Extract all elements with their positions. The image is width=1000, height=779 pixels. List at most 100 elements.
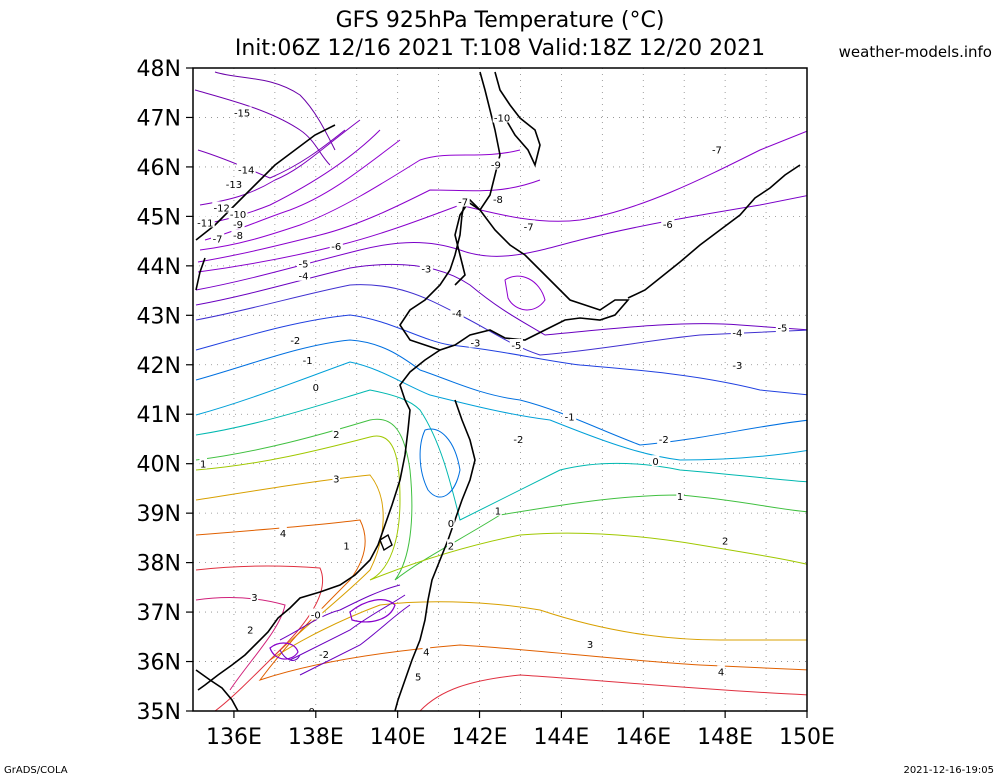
contour-label-bg	[422, 645, 431, 657]
cold-pocket-contour-2	[269, 642, 299, 660]
contour-label-bg	[342, 539, 351, 551]
contour-label: -6	[663, 220, 673, 231]
contour-label: -3	[732, 361, 742, 372]
contour-label: 0	[448, 519, 454, 530]
contour-label-bg	[232, 106, 252, 118]
contour-label-bg	[509, 338, 523, 350]
contour-label: -7	[213, 235, 223, 246]
lon-tick-label: 144E	[533, 725, 589, 750]
temperature-contours	[194, 71, 807, 711]
contour-1	[195, 418, 807, 581]
contour-label: -3	[470, 339, 480, 350]
chart-subtitle: Init:06Z 12/16 2021 T:108 Valid:18Z 12/2…	[234, 36, 766, 61]
contour-label-bg	[651, 455, 660, 467]
contour-label: 1	[343, 541, 349, 552]
contour-label-bg	[447, 539, 455, 551]
contour-label: 4	[280, 529, 286, 540]
contour-4	[195, 519, 807, 681]
contour-label-bg	[246, 623, 255, 635]
lat-tick-label: 46N	[137, 156, 181, 181]
contour-label: 2	[247, 625, 253, 636]
contour-label-bg	[309, 608, 323, 620]
contour-label: -7	[712, 146, 722, 157]
hokkaido-coast	[399, 198, 630, 351]
lon-tick-label: 142E	[452, 725, 508, 750]
contour-label: 3	[333, 475, 339, 486]
contour-minus-3	[195, 314, 807, 396]
contour-label: 2	[722, 536, 728, 547]
contour-label: -6	[331, 242, 341, 253]
contour-label-bg	[730, 326, 745, 338]
contour-label-bg	[195, 216, 215, 228]
contour-label-bg	[332, 472, 341, 484]
contour-label-bg	[419, 262, 433, 274]
contour-minus-11	[199, 129, 381, 226]
lon-tick-label: 138E	[288, 725, 344, 750]
lat-tick-label: 44N	[137, 255, 181, 280]
contour-label-bg	[492, 111, 512, 123]
shikoku-kyushu-coast	[195, 669, 239, 711]
lat-tick-label: 45N	[137, 205, 181, 230]
contour-0	[195, 389, 807, 521]
contour-label: 0	[313, 383, 319, 394]
lat-tick-label: 48N	[137, 57, 181, 82]
contour-minus-15	[214, 71, 336, 151]
contour-label-bg	[586, 638, 594, 650]
contour-label-bg	[212, 201, 232, 213]
contour-minus-14	[194, 89, 331, 166]
contour-label-bg	[199, 457, 208, 469]
sado-island	[379, 533, 393, 552]
contour-label: -11	[197, 218, 213, 229]
contour-label: 0	[652, 457, 658, 468]
honshu-coast	[197, 349, 476, 711]
contour-label-bg	[447, 517, 455, 529]
contour-label-bg	[296, 269, 311, 281]
contour-label: -3	[421, 264, 431, 275]
lon-tick-label: 150E	[779, 725, 835, 750]
lat-tick-label: 36N	[137, 651, 181, 676]
lat-tick-label: 43N	[137, 304, 181, 329]
contour-label: -0	[311, 611, 321, 622]
contour-label-bg	[522, 220, 536, 232]
contour-label-bg	[231, 217, 245, 229]
contour-label: -9	[491, 160, 501, 171]
contour-2	[195, 435, 807, 581]
contour-label-bg	[329, 240, 343, 252]
contour-label: -2	[513, 435, 523, 446]
contour-label: -4	[299, 272, 309, 283]
contour-label-bg	[228, 207, 248, 219]
contour-label-bg	[721, 534, 729, 546]
contour-label: -2	[659, 435, 669, 446]
contour-label-bg	[210, 232, 225, 244]
contour-label: -8	[493, 195, 503, 206]
contour-minus-2	[195, 339, 807, 446]
lat-tick-label: 40N	[137, 453, 181, 478]
contour-label: 5	[415, 672, 421, 683]
map-frame	[192, 67, 808, 712]
contour-6	[195, 597, 286, 691]
contour-label: 2	[333, 430, 339, 441]
contour-labels: -15-14-13-12-11-10-9-8-7-6-5-4-3-4-2-102…	[195, 106, 790, 711]
contour-label: -2	[290, 336, 300, 347]
contour-label-bg	[288, 334, 302, 346]
contour-label: -7	[458, 198, 468, 209]
contour-label-bg	[489, 158, 503, 170]
contour-minus-1	[195, 361, 807, 461]
contour-label-bg	[231, 229, 245, 241]
contour-label-bg	[676, 489, 684, 501]
contour-label-bg	[775, 321, 790, 333]
contour-label-bg	[236, 163, 256, 175]
contour-label: -5	[777, 324, 787, 335]
lon-tick-label: 146E	[615, 725, 671, 750]
contour-label-bg	[296, 257, 311, 269]
contour-label: 2	[448, 541, 454, 552]
contour-label: 3	[587, 640, 593, 651]
contour-label-bg	[414, 670, 422, 682]
lat-tick-label: 41N	[137, 403, 181, 428]
contour-label: 3	[251, 593, 257, 604]
contour-label-bg	[661, 217, 675, 229]
contour-label: -13	[226, 180, 242, 191]
contour-label: -5	[299, 259, 309, 270]
hokkaido-contour	[504, 275, 546, 311]
